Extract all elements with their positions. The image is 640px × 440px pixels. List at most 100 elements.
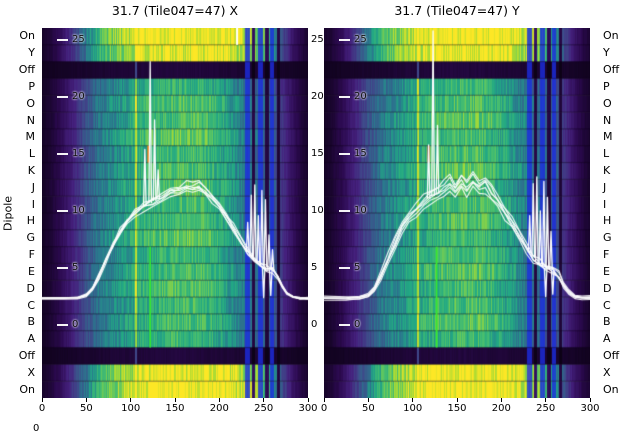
dipole-label-left: M xyxy=(25,130,36,144)
dipole-label-right: F xyxy=(603,248,610,262)
dipole-label-left: B xyxy=(27,315,35,329)
dipole-label-right: Off xyxy=(603,348,620,362)
dipole-label-right: E xyxy=(603,264,610,278)
overlay-tick-label: 5 xyxy=(354,262,361,273)
dipole-label-right: H xyxy=(603,214,612,228)
dipole-label-right: J xyxy=(603,180,607,194)
dipole-label-left: O xyxy=(26,96,35,110)
dipole-label-right: On xyxy=(603,382,619,396)
x-tick-label: 200 xyxy=(209,403,229,414)
x-tick-mark xyxy=(130,398,132,402)
x-tick-label: 50 xyxy=(361,403,375,414)
dipole-label-right: N xyxy=(603,113,612,127)
dipole-label-right: K xyxy=(603,163,611,177)
x-tick-label: 150 xyxy=(165,403,185,414)
x-tick-mark xyxy=(367,398,369,402)
x-tick-mark xyxy=(218,398,220,402)
overlay-tick-label: 15 xyxy=(354,148,367,159)
dipole-label-right: B xyxy=(603,315,611,329)
dipole-label-right: L xyxy=(603,147,610,161)
overlay-tick-mark xyxy=(339,210,350,212)
dipole-label-left: D xyxy=(26,281,35,295)
dipole-label-right: D xyxy=(603,281,612,295)
dipole-label-left: E xyxy=(28,264,35,278)
dipole-label-left: J xyxy=(31,180,35,194)
dipole-label-left: N xyxy=(26,113,35,127)
dipole-label-right: On xyxy=(603,29,619,43)
dipole-label-right: Off xyxy=(603,63,620,77)
x-tick-label: 250 xyxy=(536,403,556,414)
overlay-tick-label: 15 xyxy=(72,148,85,159)
corner-zero-label: 0 xyxy=(33,423,40,434)
dipole-label-left: Off xyxy=(18,348,35,362)
dipole-label-left: C xyxy=(27,298,35,312)
overlay-tick-label: 25 xyxy=(354,34,367,45)
x-tick-mark xyxy=(500,398,502,402)
overlay-tick-mark xyxy=(339,39,350,41)
overlay-tick-label: 25 xyxy=(72,34,85,45)
x-tick-mark xyxy=(545,398,547,402)
overlay-tick-mark xyxy=(57,267,68,269)
right-axis-tick-label: 20 xyxy=(311,91,324,102)
overlay-tick-label: 20 xyxy=(72,91,85,102)
dipole-label-right: G xyxy=(603,231,612,245)
overlay-tick-label: 10 xyxy=(354,205,367,216)
dipole-label-left: H xyxy=(26,214,35,228)
dipole-label-left: P xyxy=(28,79,35,93)
x-tick-mark xyxy=(174,398,176,402)
right-plot-title: 31.7 (Tile047=47) Y xyxy=(394,3,520,18)
overlay-tick-label: 0 xyxy=(72,319,79,330)
right-axis-tick-label: 25 xyxy=(311,34,324,45)
right-axis-tick-label: 0 xyxy=(311,319,318,330)
x-tick-mark xyxy=(85,398,87,402)
dipole-label-right: O xyxy=(603,96,612,110)
overlay-tick-label: 20 xyxy=(354,91,367,102)
x-tick-label: 100 xyxy=(403,403,423,414)
dipole-label-left: Off xyxy=(18,63,35,77)
dipole-label-right: X xyxy=(603,365,611,379)
x-tick-label: 300 xyxy=(580,403,600,414)
dipole-label-right: A xyxy=(603,332,611,346)
dipole-label-left: F xyxy=(28,248,35,262)
overlay-tick-mark xyxy=(57,324,68,326)
heatmap-panel-x xyxy=(42,28,308,398)
dipole-label-right: C xyxy=(603,298,611,312)
dipole-label-left: G xyxy=(26,231,35,245)
dipole-label-left: K xyxy=(27,163,35,177)
dipole-label-left: I xyxy=(31,197,35,211)
overlay-tick-label: 5 xyxy=(72,262,79,273)
x-tick-label: 150 xyxy=(447,403,467,414)
overlay-tick-mark xyxy=(57,210,68,212)
overlay-tick-mark xyxy=(339,267,350,269)
dipole-label-left: X xyxy=(27,365,35,379)
x-tick-label: 100 xyxy=(121,403,141,414)
x-tick-label: 0 xyxy=(320,403,328,414)
x-tick-label: 50 xyxy=(79,403,93,414)
x-tick-mark xyxy=(456,398,458,402)
left-plot-title: 31.7 (Tile047=47) X xyxy=(111,3,239,18)
x-tick-mark xyxy=(323,398,325,402)
overlay-tick-label: 0 xyxy=(354,319,361,330)
x-tick-label: 200 xyxy=(491,403,511,414)
right-axis-tick-label: 15 xyxy=(311,148,324,159)
dipole-label-right: M xyxy=(603,130,613,144)
overlay-tick-mark xyxy=(57,153,68,155)
x-tick-label: 0 xyxy=(38,403,46,414)
x-tick-label: 300 xyxy=(298,403,318,414)
dipole-label-right: Y xyxy=(603,46,610,60)
x-tick-label: 250 xyxy=(254,403,274,414)
dipole-label-left: L xyxy=(28,147,35,161)
right-axis-tick-label: 10 xyxy=(311,205,324,216)
right-axis-tick-label: 5 xyxy=(311,262,318,273)
dipole-label-right: P xyxy=(603,79,610,93)
x-tick-mark xyxy=(412,398,414,402)
overlay-tick-label: 10 xyxy=(72,205,85,216)
dipole-label-left: On xyxy=(19,382,35,396)
heatmap-panel-y xyxy=(324,28,590,398)
x-tick-mark xyxy=(589,398,591,402)
overlay-tick-mark xyxy=(57,39,68,41)
overlay-tick-mark xyxy=(339,96,350,98)
x-tick-mark xyxy=(307,398,309,402)
dipole-label-left: A xyxy=(27,332,35,346)
